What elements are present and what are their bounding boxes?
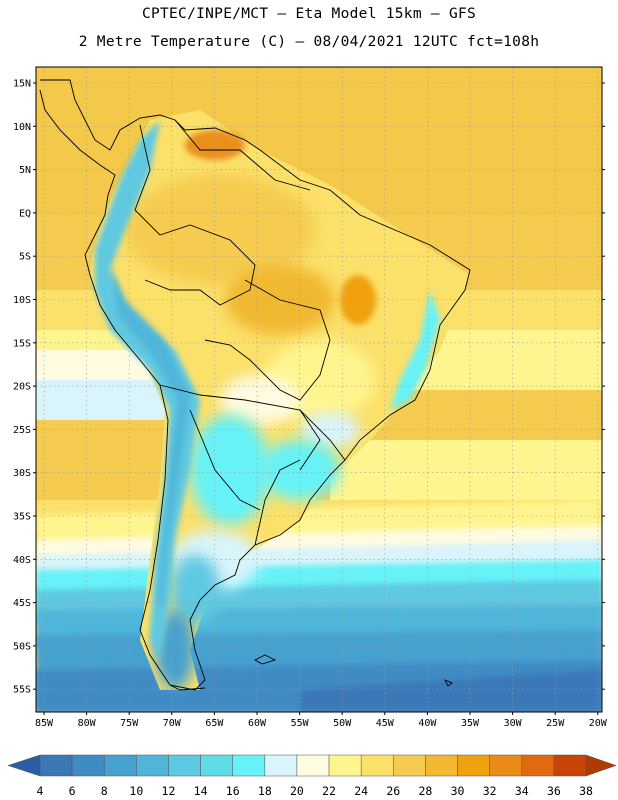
colorbar-swatch: [328, 754, 362, 777]
colorbar-label: 20: [290, 784, 304, 798]
map-title-line-2: 2 Metre Temperature (C) – 08/04/2021 12U…: [78, 34, 540, 50]
colorbar-label: 22: [322, 784, 336, 798]
longitude-label: 20W: [589, 718, 608, 729]
longitude-label: 85W: [35, 718, 54, 729]
colorbar-label: 4: [37, 784, 44, 798]
latitude-label: 5N: [19, 165, 31, 176]
colorbar-label: 34: [515, 784, 529, 798]
longitude-label: 70W: [163, 718, 182, 729]
longitude-label: 35W: [461, 718, 480, 729]
longitude-labels: 85W 80W 75W 70W 65W 60W 55W 50W 45W 40W 35W 30W 25W 2…: [35, 712, 608, 729]
colorbar-swatch: [168, 754, 201, 777]
longitude-label: 65W: [205, 718, 224, 729]
colorbar-swatch: [489, 754, 523, 777]
colorbar-label: 24: [354, 784, 368, 798]
latitude-label: 40S: [13, 555, 31, 566]
colorbar-swatch: [393, 754, 426, 777]
latitude-label: 35S: [13, 512, 31, 523]
latitude-label: 15N: [13, 79, 31, 90]
colorbar-label: 26: [386, 784, 400, 798]
longitude-label: 60W: [248, 718, 267, 729]
colorbar-swatch: [103, 754, 137, 777]
colorbar-label: 10: [129, 784, 143, 798]
colorbar-label: 8: [101, 784, 108, 798]
map-frame: [35, 66, 603, 713]
colorbar-label: 30: [451, 784, 465, 798]
colorbar-swatch: [232, 754, 266, 777]
latitude-label: 10N: [13, 122, 31, 133]
temperature-field: [36, 67, 602, 712]
colorbar-label: 6: [69, 784, 76, 798]
colorbar-label: 14: [194, 784, 208, 798]
coastlines-and-borders: [39, 79, 471, 691]
colorbar-swatch: [457, 754, 490, 777]
colorbar-swatch: [200, 754, 233, 777]
colorbar: 4 6 8 10 12 14 16 18 20 22 24 26 28 30 32 34 36 38: [7, 754, 617, 798]
colorbar-swatch: [264, 754, 298, 777]
latitude-label: 10S: [13, 295, 31, 306]
colorbar-swatch: [296, 754, 330, 777]
colorbar-swatch: [360, 754, 394, 777]
colorbar-low-arrow: [7, 754, 41, 777]
colorbar-label: 38: [579, 784, 593, 798]
longitude-label: 80W: [78, 718, 97, 729]
map-title-line-1: CPTEC/INPE/MCT – Eta Model 15km – GFS: [141, 6, 477, 22]
colorbar-label: 16: [226, 784, 240, 798]
latitude-label: 30S: [13, 468, 31, 479]
colorbar-label: 18: [258, 784, 272, 798]
latitude-label: EQ: [19, 208, 31, 219]
colorbar-swatch: [553, 754, 587, 777]
colorbar-high-arrow: [585, 754, 617, 777]
latitude-label: 50S: [13, 641, 31, 652]
colorbar-swatch: [71, 754, 105, 777]
longitude-label: 50W: [333, 718, 352, 729]
longitude-label: 25W: [546, 718, 565, 729]
latitude-label: 55S: [13, 685, 31, 696]
latitude-labels: 15N 10N 5N EQ 5S 10S 15S 20S 25S 30S 35S 40S 45S 50S 5…: [13, 79, 605, 696]
colorbar-swatch: [136, 754, 169, 777]
latitude-label: 15S: [13, 338, 31, 349]
colorbar-swatch: [39, 754, 73, 777]
colorbar-swatch: [425, 754, 458, 777]
latitude-label: 20S: [13, 382, 31, 393]
colorbar-label: 32: [483, 784, 497, 798]
colorbar-swatch: [521, 754, 555, 777]
longitude-label: 30W: [504, 718, 523, 729]
longitude-label: 55W: [291, 718, 310, 729]
colorbar-label: 28: [418, 784, 432, 798]
latitude-label: 45S: [13, 598, 31, 609]
latitude-label: 25S: [13, 425, 31, 436]
colorbar-label: 36: [547, 784, 561, 798]
longitude-label: 45W: [376, 718, 395, 729]
latitude-label: 5S: [19, 252, 31, 263]
longitude-label: 40W: [418, 718, 437, 729]
colorbar-label: 12: [162, 784, 176, 798]
longitude-label: 75W: [120, 718, 139, 729]
